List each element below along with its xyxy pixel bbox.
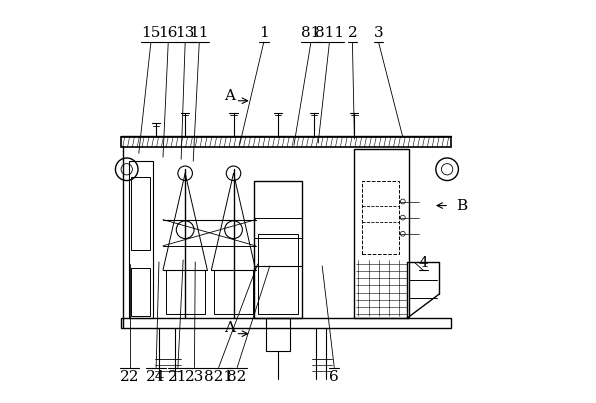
Text: 821: 821 bbox=[204, 370, 233, 384]
Bar bbox=[362, 181, 399, 254]
Bar bbox=[120, 318, 451, 328]
Bar bbox=[254, 181, 302, 318]
Text: 21: 21 bbox=[168, 370, 188, 384]
Text: 811: 811 bbox=[315, 26, 344, 40]
Text: 23: 23 bbox=[185, 370, 204, 384]
Bar bbox=[131, 177, 150, 250]
Text: A: A bbox=[224, 322, 235, 335]
Bar bbox=[214, 270, 253, 314]
Text: 6: 6 bbox=[330, 370, 339, 384]
Text: 15: 15 bbox=[141, 26, 160, 40]
Text: 22: 22 bbox=[120, 370, 139, 384]
Bar bbox=[129, 161, 153, 318]
Text: 81: 81 bbox=[301, 26, 321, 40]
Bar bbox=[131, 268, 150, 316]
Text: 82: 82 bbox=[228, 370, 247, 384]
Text: 3: 3 bbox=[374, 26, 383, 40]
Text: 16: 16 bbox=[159, 26, 178, 40]
Bar bbox=[355, 149, 409, 318]
Text: 13: 13 bbox=[175, 26, 195, 40]
Bar bbox=[120, 137, 451, 147]
Text: 2: 2 bbox=[347, 26, 357, 40]
Bar bbox=[257, 234, 298, 314]
Text: 4: 4 bbox=[418, 256, 428, 270]
Text: 11: 11 bbox=[190, 26, 209, 40]
Bar bbox=[166, 270, 204, 314]
Text: 1: 1 bbox=[259, 26, 269, 40]
Bar bbox=[266, 318, 290, 351]
Text: B: B bbox=[456, 199, 467, 212]
Text: 24: 24 bbox=[147, 370, 166, 384]
Text: A: A bbox=[224, 89, 235, 102]
